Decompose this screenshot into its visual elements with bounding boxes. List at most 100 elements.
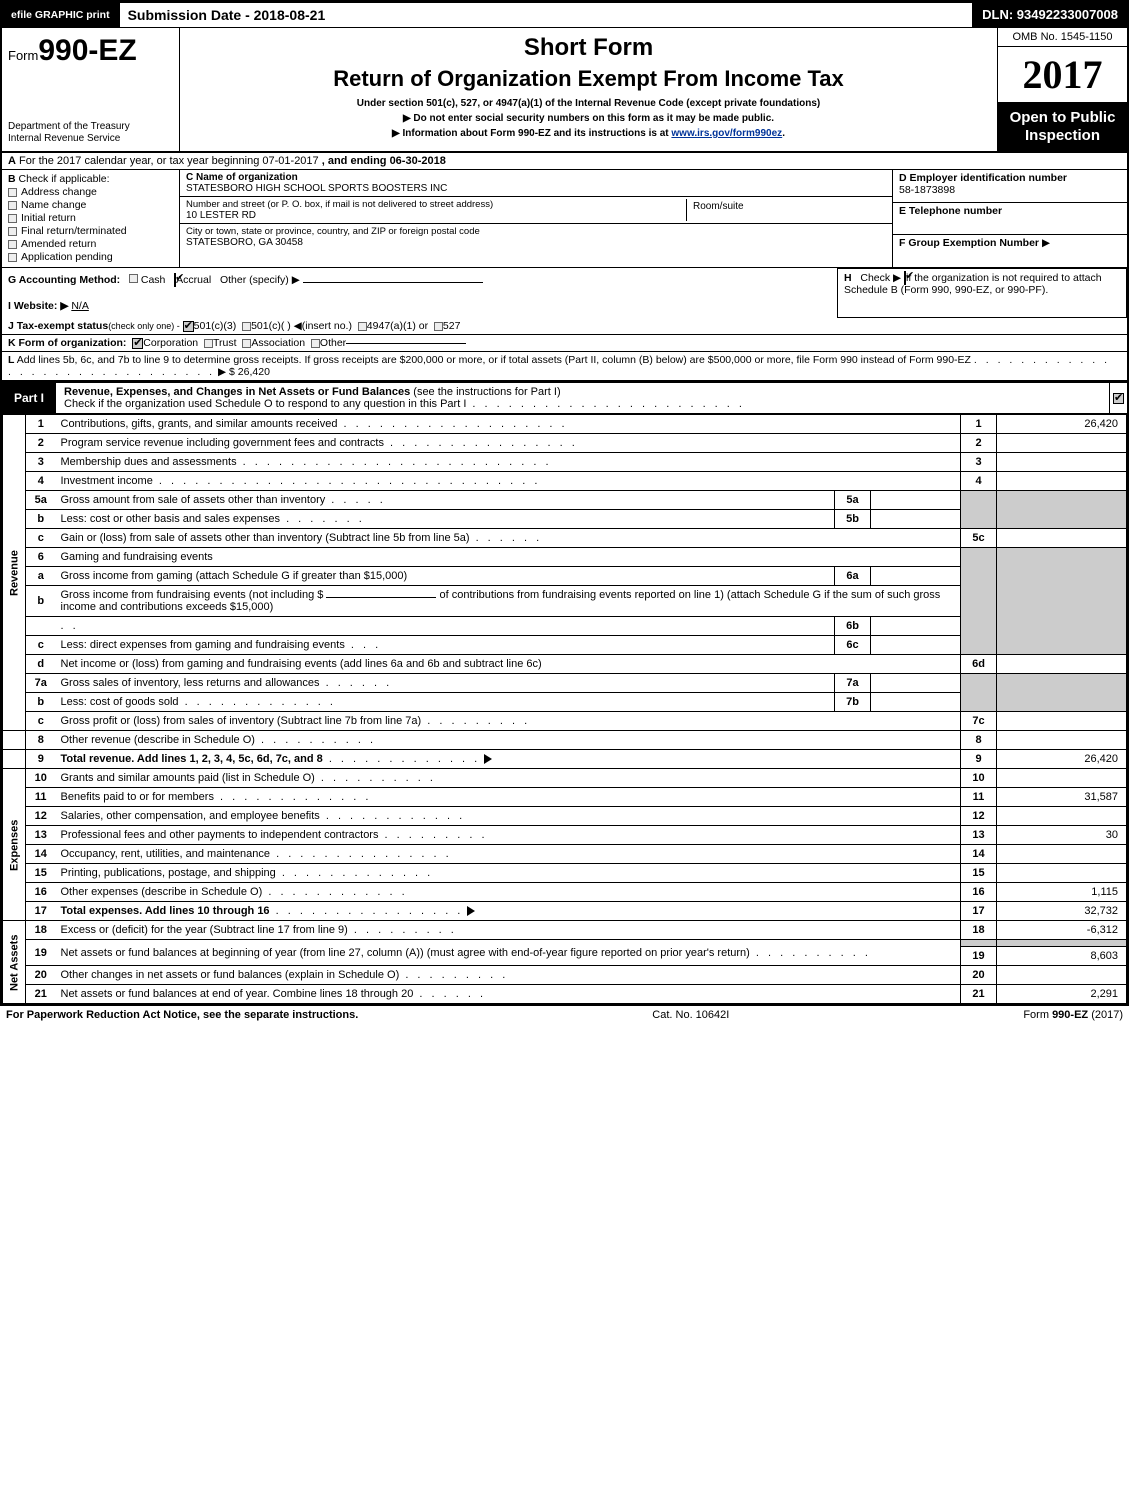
checkbox-icon[interactable] — [183, 321, 194, 332]
checkbox-icon[interactable] — [242, 339, 251, 348]
footer-mid: Cat. No. 10642I — [652, 1009, 729, 1021]
checkbox-icon[interactable] — [311, 339, 320, 348]
line-11: 11 Benefits paid to or for members . . .… — [3, 788, 1127, 807]
chk-application-pending[interactable]: Application pending — [8, 251, 173, 263]
checkbox-icon — [8, 227, 17, 236]
g-other-blank[interactable] — [303, 282, 483, 283]
tax-year: 2017 — [998, 47, 1127, 103]
line-19-top: 19 Net assets or fund balances at beginn… — [3, 940, 1127, 947]
line-9: 9 Total revenue. Add lines 1, 2, 3, 4, 5… — [3, 750, 1127, 769]
arrow-icon: ▶ — [392, 128, 402, 139]
gray-cell — [997, 940, 1127, 947]
chk-name-change[interactable]: Name change — [8, 199, 173, 211]
chk-address-change[interactable]: Address change — [8, 186, 173, 198]
g-block: G Accounting Method: Cash Accrual Other … — [2, 268, 837, 318]
dln-box: DLN: 93492233007008 — [973, 2, 1127, 28]
website-value: N/A — [71, 300, 89, 312]
info-link[interactable]: www.irs.gov/form990ez — [671, 128, 782, 139]
l-text: Add lines 5b, 6c, and 7b to line 9 to de… — [17, 354, 971, 366]
street-address: 10 LESTER RD — [186, 210, 686, 221]
gray-cell — [997, 548, 1127, 655]
a-ending: , and ending 06-30-2018 — [322, 155, 446, 167]
info-prefix: Information about Form 990-EZ and its in… — [402, 128, 671, 139]
omb-number: OMB No. 1545-1150 — [998, 28, 1127, 47]
top-header-row: efile GRAPHIC print Submission Date - 20… — [2, 2, 1127, 28]
h-label: H — [844, 272, 852, 284]
dots: . . . . . . . . . . . . . . . . . . . . … — [466, 398, 745, 410]
title-block: Form990-EZ Department of the Treasury In… — [2, 28, 1127, 153]
return-title: Return of Organization Exempt From Incom… — [188, 66, 989, 92]
line-4: 4 Investment income . . . . . . . . . . … — [3, 472, 1127, 491]
k-other-blank[interactable] — [346, 343, 466, 344]
l-arrow: ▶ — [218, 366, 226, 378]
gray-cell — [997, 674, 1127, 712]
line-7a: 7a Gross sales of inventory, less return… — [3, 674, 1127, 693]
col-b-checkboxes: B Check if applicable: Address change Na… — [2, 170, 180, 267]
checkbox-icon[interactable] — [132, 338, 143, 349]
checkbox-icon[interactable] — [174, 273, 176, 287]
checkbox-icon[interactable] — [204, 339, 213, 348]
open-public-l2: Inspection — [1000, 127, 1125, 145]
gray-cell — [961, 491, 997, 529]
a-prefix: A — [8, 155, 16, 167]
c-address-row: Number and street (or P. O. box, if mail… — [180, 197, 892, 224]
room-suite-cell: Room/suite — [686, 199, 886, 221]
footer-row: For Paperwork Reduction Act Notice, see … — [0, 1006, 1129, 1024]
gray-cell — [961, 674, 997, 712]
form-prefix: Form — [8, 48, 38, 63]
ssn-warning: ▶ Do not enter social security numbers o… — [188, 113, 989, 124]
f-label: F Group Exemption Number — [899, 237, 1039, 249]
room-label: Room/suite — [693, 201, 880, 212]
e-label: E Telephone number — [899, 205, 1002, 217]
netassets-side-label: Net Assets — [3, 921, 26, 1004]
chk-amended-return[interactable]: Amended return — [8, 238, 173, 250]
checkbox-icon[interactable] — [129, 274, 138, 283]
f-arrow: ▶ — [1042, 237, 1050, 249]
checkbox-icon[interactable] — [242, 322, 251, 331]
short-form-title: Short Form — [188, 34, 989, 62]
col-c-name-address: C Name of organization STATESBORO HIGH S… — [180, 170, 892, 267]
bcdef-grid: B Check if applicable: Address change Na… — [2, 169, 1127, 267]
form-number: Form990-EZ — [8, 34, 173, 68]
h-text1: Check ▶ — [860, 272, 901, 284]
line-2: 2 Program service revenue including gove… — [3, 434, 1127, 453]
form-num-big: 990-EZ — [38, 34, 136, 67]
right-meta-column: OMB No. 1545-1150 2017 Open to Public In… — [997, 28, 1127, 151]
chk-initial-return[interactable]: Initial return — [8, 212, 173, 224]
line-6b-num: . . 6b — [3, 617, 1127, 636]
arrow-icon — [467, 906, 475, 916]
dept-line2: Internal Revenue Service — [8, 133, 173, 145]
part1-header: Part I Revenue, Expenses, and Changes in… — [2, 382, 1127, 414]
efile-print-button[interactable]: efile GRAPHIC print — [2, 2, 119, 28]
line-20: 20 Other changes in net assets or fund b… — [3, 966, 1127, 985]
line-6c: c Less: direct expenses from gaming and … — [3, 636, 1127, 655]
line-7c: c Gross profit or (loss) from sales of i… — [3, 712, 1127, 731]
gray-cell — [997, 491, 1127, 529]
col-def: D Employer identification number 58-1873… — [892, 170, 1127, 267]
part1-note: (see the instructions for Part I) — [410, 386, 560, 398]
title-center-column: Short Form Return of Organization Exempt… — [180, 28, 997, 151]
line-6b: b Gross income from fundraising events (… — [3, 586, 1127, 617]
info-suffix: . — [782, 128, 785, 139]
checkbox-icon[interactable] — [358, 322, 367, 331]
line-3: 3 Membership dues and assessments . . . … — [3, 453, 1127, 472]
e-phone-row: E Telephone number — [893, 203, 1127, 236]
open-public-box: Open to Public Inspection — [998, 103, 1127, 151]
line-6a: a Gross income from gaming (attach Sched… — [3, 567, 1127, 586]
part1-title-bold: Revenue, Expenses, and Changes in Net As… — [64, 386, 410, 398]
j-row: J Tax-exempt status (check only one) - 5… — [2, 318, 1127, 335]
chk-final-return[interactable]: Final return/terminated — [8, 225, 173, 237]
line-15: 15 Printing, publications, postage, and … — [3, 864, 1127, 883]
g-accounting: G Accounting Method: Cash Accrual Other … — [8, 274, 831, 286]
dept-line1: Department of the Treasury — [8, 121, 173, 133]
gray-cell — [961, 940, 997, 947]
form-990ez-page: efile GRAPHIC print Submission Date - 20… — [0, 0, 1129, 1006]
checkbox-icon[interactable] — [434, 322, 443, 331]
part1-title: Revenue, Expenses, and Changes in Net As… — [56, 383, 1109, 413]
part1-checkbox[interactable] — [1109, 383, 1127, 413]
blank-line[interactable] — [326, 597, 436, 598]
checkbox-icon[interactable] — [904, 271, 906, 285]
part1-check-line: Check if the organization used Schedule … — [64, 398, 466, 410]
line-16: 16 Other expenses (describe in Schedule … — [3, 883, 1127, 902]
checkbox-icon — [1113, 393, 1124, 404]
